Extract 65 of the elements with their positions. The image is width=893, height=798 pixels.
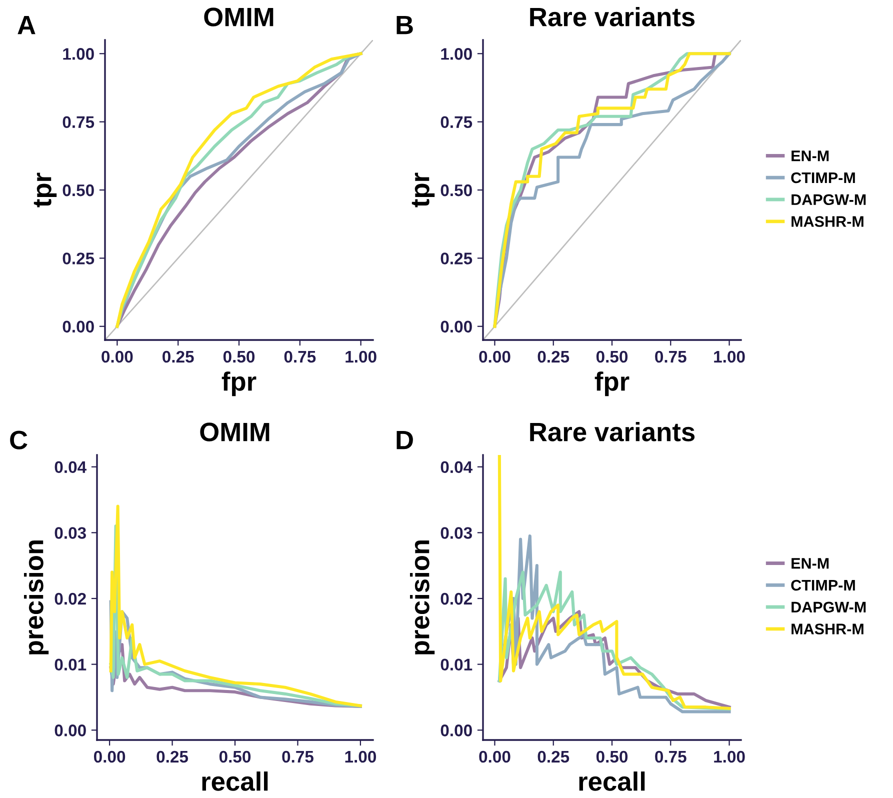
y-axis-title: precision (410, 540, 435, 654)
y-axis-title: precision (24, 540, 49, 654)
y-tick-label: 1.00 (63, 48, 94, 60)
x-tick-label: 0.25 (538, 350, 570, 363)
x-axis-title: fpr (222, 372, 256, 396)
chart-title: Rare variants (530, 422, 695, 442)
y-tick-label: 0.00 (54, 724, 86, 736)
y-tick-label: 0.25 (440, 252, 472, 264)
legend-label: MASHR-M (792, 216, 864, 227)
x-tick-label: 1.00 (714, 350, 745, 363)
chart-title: Rare variants (530, 6, 695, 26)
text: A (18, 16, 36, 34)
y-tick-label: 0.00 (440, 724, 472, 736)
legend-label: DAPGW-M (792, 194, 866, 206)
x-tick-label: 0.50 (219, 750, 251, 763)
y-tick-label: 0.75 (440, 116, 472, 128)
x-tick-label: 0.75 (282, 750, 314, 763)
chart-title: OMIM (200, 422, 270, 442)
y-tick-label: 0.75 (62, 116, 94, 128)
text: C (10, 430, 28, 450)
y-tick-label: 0.03 (54, 527, 86, 539)
x-tick-label: 0.25 (156, 750, 188, 763)
x-tick-label: 0.50 (596, 750, 628, 763)
x-tick-label: 0.75 (284, 350, 316, 363)
y-tick-label: 0.04 (440, 461, 472, 474)
x-tick-label: 0.00 (479, 350, 510, 363)
y-tick-label: 0.00 (62, 320, 94, 333)
y-tick-label: 0.02 (54, 592, 86, 605)
y-tick-label: 0.00 (440, 320, 472, 333)
legend-label: EN-M (792, 558, 829, 569)
x-tick-label: 1.00 (345, 750, 376, 763)
x-tick-label: 0.00 (479, 750, 510, 763)
y-tick-label: 0.25 (62, 252, 94, 264)
x-tick-label: 0.75 (655, 350, 686, 363)
y-tick-label: 0.01 (54, 658, 86, 671)
x-tick-label: 0.00 (102, 350, 133, 363)
y-tick-label: 0.03 (440, 527, 472, 539)
text: D (396, 430, 413, 450)
x-tick-label: 0.50 (596, 350, 628, 363)
y-axis-title: tpr (412, 172, 435, 208)
legend-label: DAPGW-M (792, 602, 866, 613)
chart-title: OMIM (204, 8, 274, 26)
x-tick-label: 0.25 (162, 350, 194, 363)
y-tick-label: 0.01 (440, 658, 472, 671)
legend-label: MASHR-M (792, 624, 864, 634)
x-tick-label: 1.00 (714, 750, 745, 763)
x-axis-title: fpr (594, 372, 630, 396)
x-tick-label: 0.75 (655, 750, 686, 763)
legend-label: EN-M (792, 150, 829, 162)
x-tick-label: 0.50 (223, 350, 255, 363)
y-tick-label: 1.00 (441, 48, 472, 60)
y-tick-label: 0.50 (440, 184, 472, 196)
y-tick-label: 0.02 (440, 592, 472, 605)
y-tick-label: 0.50 (62, 184, 94, 196)
y-tick-label: 0.04 (54, 461, 86, 474)
x-tick-label: 0.00 (94, 750, 126, 763)
text: B (396, 16, 413, 34)
x-axis-title: recall (579, 772, 645, 791)
y-axis-title: tpr (34, 172, 57, 208)
x-axis-title: recall (202, 772, 268, 791)
x-tick-label: 0.25 (538, 750, 570, 763)
line-series (498, 455, 731, 710)
legend-label: CTIMP-M (791, 580, 855, 591)
legend-label: CTIMP-M (791, 172, 855, 184)
x-tick-label: 1.00 (346, 350, 376, 363)
